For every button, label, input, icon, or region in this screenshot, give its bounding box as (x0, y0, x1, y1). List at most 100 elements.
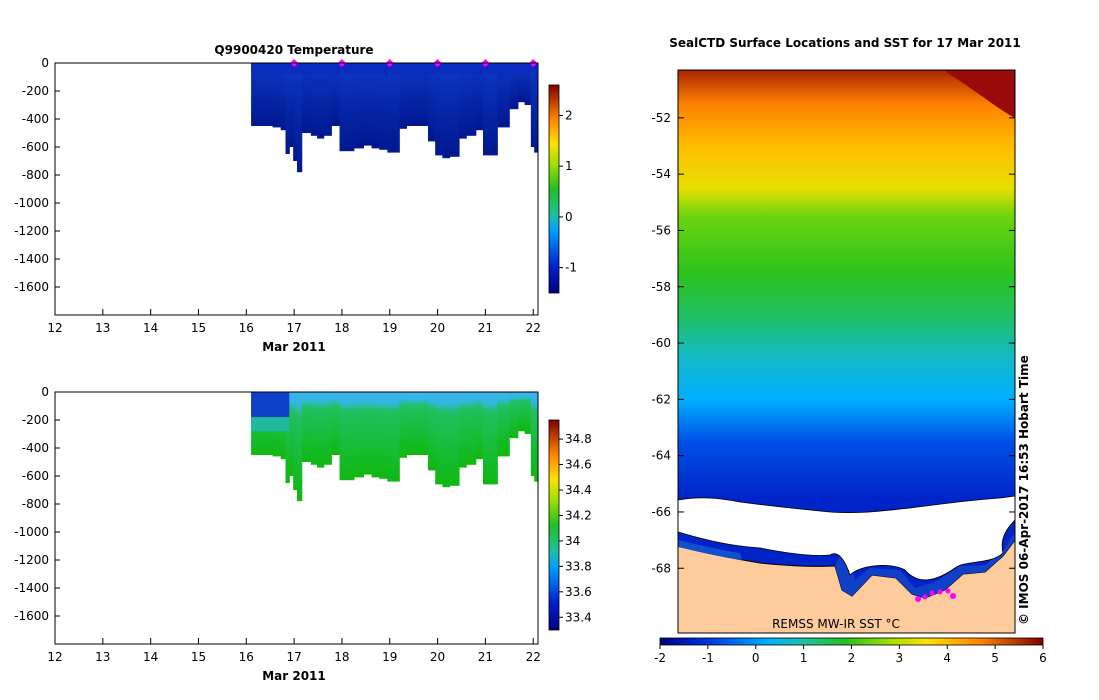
profile-column (466, 392, 477, 465)
x-tick-label: 14 (143, 650, 158, 664)
salinity-colorbar-ticks: 34.8 34.6 34.4 34.2 34 33.8 33.6 33.4 (559, 432, 592, 624)
salinity-data-layer (251, 392, 538, 502)
profile-column (435, 63, 443, 156)
profile-column (442, 63, 451, 159)
profile-column (534, 392, 538, 482)
sst-celsius-label: -2 (654, 651, 666, 665)
lat-tick-label: -54 (651, 167, 671, 181)
y-tick-label: -1000 (14, 196, 49, 210)
profile-column (379, 63, 388, 150)
profile-column (497, 392, 510, 457)
profile-column (497, 63, 510, 128)
sea-ice-layer (678, 495, 1015, 581)
x-tick-label: 13 (95, 650, 110, 664)
profile-column (331, 63, 341, 126)
profile-column (301, 392, 312, 462)
sst-map-panel: SealCTD Surface Locations and SST for 17… (651, 36, 1047, 665)
y-tick-label: -800 (22, 168, 49, 182)
salinity-x-axis-label: Mar 2011 (262, 669, 326, 683)
profile-column (399, 63, 407, 129)
lat-tick-label: -60 (651, 336, 671, 350)
profile-column (371, 392, 380, 478)
y-tick-label: -600 (22, 140, 49, 154)
temperature-x-axis-label: Mar 2011 (262, 340, 326, 354)
profile-column (301, 63, 312, 133)
y-tick-label: -1200 (14, 553, 49, 567)
x-tick-label: 14 (143, 321, 158, 335)
x-tick-label: 20 (430, 650, 445, 664)
x-tick-label: 15 (191, 321, 206, 335)
x-tick-label: 21 (478, 650, 493, 664)
y-tick-label: -1600 (14, 280, 49, 294)
x-tick-label: 21 (478, 321, 493, 335)
seal-position-marker (950, 593, 956, 599)
profile-column (435, 392, 443, 485)
profile-column (483, 392, 498, 485)
surface-cold-layer (251, 392, 290, 418)
y-tick-label: -600 (22, 469, 49, 483)
x-tick-label: 20 (430, 321, 445, 335)
profile-column (317, 392, 325, 468)
seal-position-marker (937, 589, 943, 595)
sst-celsius-label: 0 (752, 651, 760, 665)
temperature-chart-title: Q9900420 Temperature (214, 43, 373, 57)
colorbar-tick-label: 1 (565, 159, 573, 173)
profile-column (466, 63, 477, 136)
coastal-water (678, 540, 742, 560)
lat-tick-label: -52 (651, 111, 671, 125)
profile-column (323, 392, 332, 465)
colorbar-tick-label: 34.4 (565, 483, 592, 497)
profile-column (517, 392, 526, 432)
latitude-axis: -52 -54 -56 -58 -60 -62 -64 -66 -68 (651, 111, 1015, 575)
sst-celsius-label: 2 (848, 651, 856, 665)
profile-column (406, 392, 429, 455)
y-tick-label: -200 (22, 413, 49, 427)
sst-celsius-label: 1 (800, 651, 808, 665)
profile-column (289, 63, 294, 147)
transition-layer (251, 417, 290, 432)
profile-column (459, 63, 467, 139)
seal-position-marker (929, 590, 935, 596)
sst-celsius-label: 6 (1039, 651, 1047, 665)
x-tick-label: 18 (334, 321, 349, 335)
x-tick-label: 17 (286, 321, 301, 335)
profile-column (339, 63, 355, 152)
sea-ice-region (678, 495, 1015, 581)
x-tick-label: 19 (382, 650, 397, 664)
profile-column (475, 63, 484, 131)
salinity-depth-axis: 0 -200 -400 -600 -800 -1000 -1200 -1400 -1600 (14, 385, 60, 623)
profile-column (317, 63, 325, 139)
lat-tick-label: -68 (651, 561, 671, 575)
y-tick-label: -1000 (14, 525, 49, 539)
colorbar-tick-label: 33.4 (565, 610, 592, 624)
warm-water-patch (945, 70, 1015, 118)
profile-column (428, 63, 436, 142)
profile-column (517, 63, 526, 103)
profile-column (387, 392, 400, 482)
surface-layer (251, 63, 538, 75)
profile-column (293, 392, 298, 490)
profile-column (363, 392, 373, 475)
colorbar-tick-label: -1 (565, 261, 577, 275)
profile-column (449, 392, 460, 486)
x-tick-label: 15 (191, 650, 206, 664)
y-tick-label: -1400 (14, 252, 49, 266)
profile-column (428, 392, 436, 471)
temperature-colorbar (548, 84, 560, 294)
sst-celsius-label: 3 (896, 651, 904, 665)
salinity-time-axis: 12 13 14 15 16 17 18 19 20 21 22 (47, 638, 541, 664)
temperature-time-axis: 12 13 14 15 16 17 18 19 20 21 22 (47, 309, 541, 335)
temperature-data-layer (251, 63, 538, 173)
profile-column (459, 392, 467, 468)
profile-column (339, 392, 355, 481)
coastal-ice-edge (835, 532, 1015, 598)
x-tick-label: 12 (47, 650, 62, 664)
profile-column (406, 63, 429, 126)
y-tick-label: -400 (22, 112, 49, 126)
y-tick-label: -400 (22, 441, 49, 455)
lat-tick-label: -64 (651, 449, 671, 463)
profile-column (296, 63, 303, 173)
profile-column (475, 392, 484, 460)
y-tick-label: 0 (41, 385, 49, 399)
